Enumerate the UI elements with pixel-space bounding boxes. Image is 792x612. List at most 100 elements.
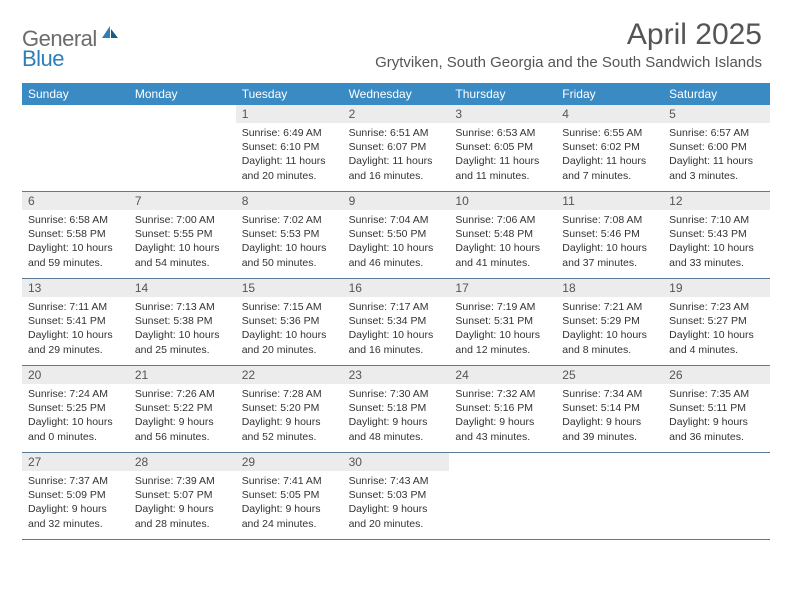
sunrise-line: Sunrise: 7:30 AM	[349, 387, 444, 401]
daylight-line: Daylight: 10 hours and 54 minutes.	[135, 241, 230, 269]
day-cell: 22Sunrise: 7:28 AMSunset: 5:20 PMDayligh…	[236, 366, 343, 452]
day-cell: 29Sunrise: 7:41 AMSunset: 5:05 PMDayligh…	[236, 453, 343, 539]
daylight-line: Daylight: 9 hours and 48 minutes.	[349, 415, 444, 443]
sunset-line: Sunset: 5:41 PM	[28, 314, 123, 328]
day-number: 10	[449, 192, 556, 210]
header: General April 2025 Grytviken, South Geor…	[0, 0, 792, 75]
sunrise-line: Sunrise: 7:24 AM	[28, 387, 123, 401]
day-cell	[449, 453, 556, 539]
day-number: 21	[129, 366, 236, 384]
day-number: 3	[449, 105, 556, 123]
sunrise-line: Sunrise: 7:41 AM	[242, 474, 337, 488]
day-content: Sunrise: 7:00 AMSunset: 5:55 PMDaylight:…	[129, 210, 236, 273]
day-cell	[129, 105, 236, 191]
daylight-line: Daylight: 10 hours and 37 minutes.	[562, 241, 657, 269]
daylight-line: Daylight: 10 hours and 59 minutes.	[28, 241, 123, 269]
sunset-line: Sunset: 5:16 PM	[455, 401, 550, 415]
sunrise-line: Sunrise: 6:58 AM	[28, 213, 123, 227]
daylight-line: Daylight: 10 hours and 25 minutes.	[135, 328, 230, 356]
daylight-line: Daylight: 10 hours and 41 minutes.	[455, 241, 550, 269]
day-number: 17	[449, 279, 556, 297]
daylight-line: Daylight: 11 hours and 3 minutes.	[669, 154, 764, 182]
day-content: Sunrise: 7:15 AMSunset: 5:36 PMDaylight:…	[236, 297, 343, 360]
day-cell: 9Sunrise: 7:04 AMSunset: 5:50 PMDaylight…	[343, 192, 450, 278]
sunrise-line: Sunrise: 7:10 AM	[669, 213, 764, 227]
day-number: 25	[556, 366, 663, 384]
sunrise-line: Sunrise: 7:00 AM	[135, 213, 230, 227]
day-cell: 20Sunrise: 7:24 AMSunset: 5:25 PMDayligh…	[22, 366, 129, 452]
sunset-line: Sunset: 6:07 PM	[349, 140, 444, 154]
day-content: Sunrise: 7:17 AMSunset: 5:34 PMDaylight:…	[343, 297, 450, 360]
day-cell: 21Sunrise: 7:26 AMSunset: 5:22 PMDayligh…	[129, 366, 236, 452]
day-content: Sunrise: 7:32 AMSunset: 5:16 PMDaylight:…	[449, 384, 556, 447]
day-header-wednesday: Wednesday	[343, 83, 450, 105]
day-content: Sunrise: 7:26 AMSunset: 5:22 PMDaylight:…	[129, 384, 236, 447]
day-headers-row: SundayMondayTuesdayWednesdayThursdayFrid…	[22, 83, 770, 105]
day-cell: 18Sunrise: 7:21 AMSunset: 5:29 PMDayligh…	[556, 279, 663, 365]
sunset-line: Sunset: 6:00 PM	[669, 140, 764, 154]
day-cell: 14Sunrise: 7:13 AMSunset: 5:38 PMDayligh…	[129, 279, 236, 365]
title-block: April 2025 Grytviken, South Georgia and …	[375, 18, 762, 71]
day-cell: 3Sunrise: 6:53 AMSunset: 6:05 PMDaylight…	[449, 105, 556, 191]
sunrise-line: Sunrise: 6:51 AM	[349, 126, 444, 140]
daylight-line: Daylight: 10 hours and 29 minutes.	[28, 328, 123, 356]
day-number: 13	[22, 279, 129, 297]
logo-text-blue: Blue	[22, 46, 64, 71]
sunrise-line: Sunrise: 7:06 AM	[455, 213, 550, 227]
daylight-line: Daylight: 10 hours and 50 minutes.	[242, 241, 337, 269]
sunrise-line: Sunrise: 7:43 AM	[349, 474, 444, 488]
day-header-thursday: Thursday	[449, 83, 556, 105]
sunrise-line: Sunrise: 6:55 AM	[562, 126, 657, 140]
day-number: 27	[22, 453, 129, 471]
day-cell: 6Sunrise: 6:58 AMSunset: 5:58 PMDaylight…	[22, 192, 129, 278]
sunset-line: Sunset: 5:46 PM	[562, 227, 657, 241]
sunset-line: Sunset: 6:02 PM	[562, 140, 657, 154]
sunset-line: Sunset: 5:34 PM	[349, 314, 444, 328]
day-cell: 4Sunrise: 6:55 AMSunset: 6:02 PMDaylight…	[556, 105, 663, 191]
day-content: Sunrise: 7:43 AMSunset: 5:03 PMDaylight:…	[343, 471, 450, 534]
day-header-tuesday: Tuesday	[236, 83, 343, 105]
daylight-line: Daylight: 11 hours and 20 minutes.	[242, 154, 337, 182]
weeks-container: 1Sunrise: 6:49 AMSunset: 6:10 PMDaylight…	[22, 105, 770, 540]
day-cell: 10 Sunrise: 7:06 AMSunset: 5:48 PMDayligh…	[449, 192, 556, 278]
day-number: 28	[129, 453, 236, 471]
sunrise-line: Sunrise: 7:21 AM	[562, 300, 657, 314]
sunset-line: Sunset: 5:18 PM	[349, 401, 444, 415]
day-header-sunday: Sunday	[22, 83, 129, 105]
sunrise-line: Sunrise: 7:02 AM	[242, 213, 337, 227]
sunset-line: Sunset: 5:38 PM	[135, 314, 230, 328]
day-cell: 28Sunrise: 7:39 AMSunset: 5:07 PMDayligh…	[129, 453, 236, 539]
daylight-line: Daylight: 9 hours and 36 minutes.	[669, 415, 764, 443]
day-cell: 2Sunrise: 6:51 AMSunset: 6:07 PMDaylight…	[343, 105, 450, 191]
calendar: SundayMondayTuesdayWednesdayThursdayFrid…	[22, 83, 770, 540]
daylight-line: Daylight: 9 hours and 20 minutes.	[349, 502, 444, 530]
day-content: Sunrise: 7:19 AMSunset: 5:31 PMDaylight:…	[449, 297, 556, 360]
day-content: Sunrise: 7:35 AMSunset: 5:11 PMDaylight:…	[663, 384, 770, 447]
sunset-line: Sunset: 5:22 PM	[135, 401, 230, 415]
daylight-line: Daylight: 11 hours and 16 minutes.	[349, 154, 444, 182]
sunrise-line: Sunrise: 6:49 AM	[242, 126, 337, 140]
week-row: 27Sunrise: 7:37 AMSunset: 5:09 PMDayligh…	[22, 453, 770, 540]
day-number: 26	[663, 366, 770, 384]
day-content: Sunrise: 7:24 AMSunset: 5:25 PMDaylight:…	[22, 384, 129, 447]
day-content: Sunrise: 7:41 AMSunset: 5:05 PMDaylight:…	[236, 471, 343, 534]
day-content: Sunrise: 7:30 AMSunset: 5:18 PMDaylight:…	[343, 384, 450, 447]
day-number: 22	[236, 366, 343, 384]
week-row: 20Sunrise: 7:24 AMSunset: 5:25 PMDayligh…	[22, 366, 770, 453]
day-number: 2	[343, 105, 450, 123]
day-cell: 1Sunrise: 6:49 AMSunset: 6:10 PMDaylight…	[236, 105, 343, 191]
day-cell: 5Sunrise: 6:57 AMSunset: 6:00 PMDaylight…	[663, 105, 770, 191]
day-cell: 25Sunrise: 7:34 AMSunset: 5:14 PMDayligh…	[556, 366, 663, 452]
daylight-line: Daylight: 10 hours and 20 minutes.	[242, 328, 337, 356]
day-content: Sunrise: 6:51 AMSunset: 6:07 PMDaylight:…	[343, 123, 450, 186]
day-cell	[22, 105, 129, 191]
sunset-line: Sunset: 5:09 PM	[28, 488, 123, 502]
day-content: Sunrise: 6:58 AMSunset: 5:58 PMDaylight:…	[22, 210, 129, 273]
daylight-line: Daylight: 10 hours and 0 minutes.	[28, 415, 123, 443]
day-cell	[663, 453, 770, 539]
day-content: Sunrise: 7:11 AMSunset: 5:41 PMDaylight:…	[22, 297, 129, 360]
day-cell: 11Sunrise: 7:08 AMSunset: 5:46 PMDayligh…	[556, 192, 663, 278]
sunset-line: Sunset: 5:48 PM	[455, 227, 550, 241]
day-cell: 16Sunrise: 7:17 AMSunset: 5:34 PMDayligh…	[343, 279, 450, 365]
day-header-saturday: Saturday	[663, 83, 770, 105]
